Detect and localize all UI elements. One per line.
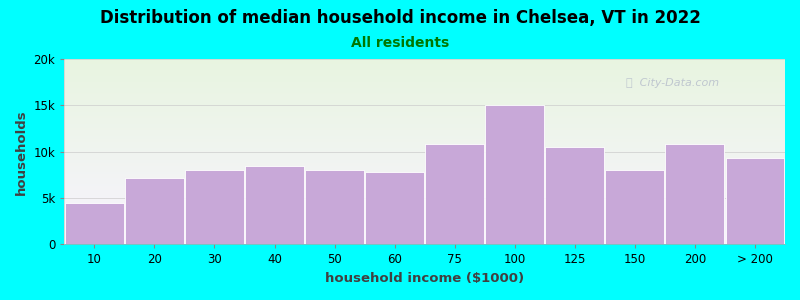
Bar [125, 178, 184, 244]
Bar [366, 172, 424, 244]
X-axis label: household income ($1000): household income ($1000) [325, 272, 524, 285]
Text: ⓘ  City-Data.com: ⓘ City-Data.com [626, 77, 719, 88]
Bar [245, 166, 304, 244]
Bar [606, 170, 664, 244]
Text: All residents: All residents [351, 36, 449, 50]
Bar [185, 170, 244, 244]
Bar [65, 203, 124, 244]
Bar [426, 144, 484, 244]
Bar [305, 170, 364, 244]
Y-axis label: households: households [15, 109, 28, 194]
Bar [486, 105, 544, 244]
Bar [546, 147, 604, 244]
Text: Distribution of median household income in Chelsea, VT in 2022: Distribution of median household income … [99, 9, 701, 27]
Bar [666, 144, 724, 244]
Bar [726, 158, 784, 244]
